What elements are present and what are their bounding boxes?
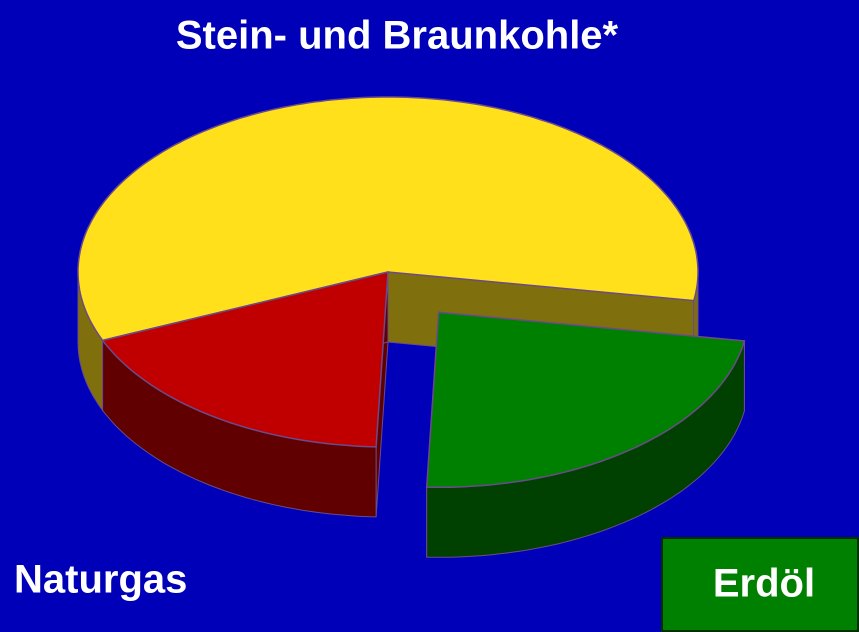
slice — [425, 311, 746, 489]
slice-label: Stein- und Braunkohle* — [176, 14, 619, 58]
slice-label: Erdöl — [713, 562, 815, 606]
slice-label: Naturgas — [14, 558, 187, 602]
slice — [77, 96, 699, 342]
slice — [101, 271, 389, 448]
label-box — [661, 537, 859, 632]
pie — [77, 96, 746, 558]
